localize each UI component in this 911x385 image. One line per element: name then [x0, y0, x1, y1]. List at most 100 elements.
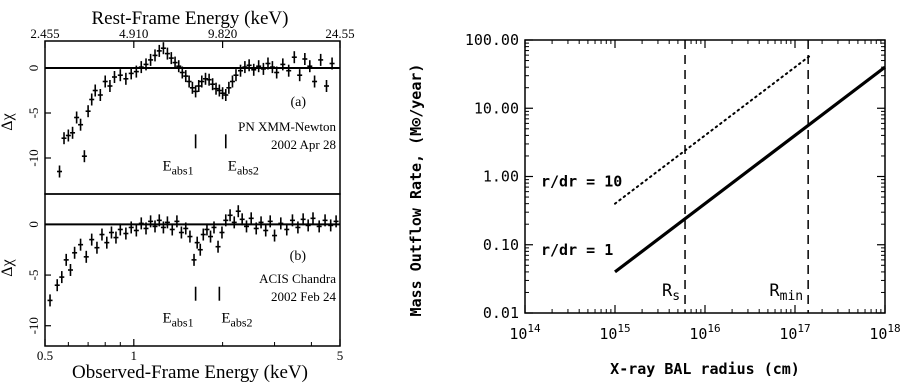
- data-point: [143, 222, 149, 235]
- data-point: [111, 71, 117, 83]
- data-point: [213, 82, 219, 95]
- data-point: [297, 69, 303, 82]
- data-point: [89, 233, 95, 246]
- bottom-tick-label: 0.5: [37, 348, 53, 363]
- right-series: [614, 54, 886, 274]
- data-point: [238, 64, 244, 77]
- x-tick-label: 1014: [509, 322, 541, 343]
- data-point: [164, 47, 170, 60]
- bottom-axis-title: Observed-Frame Energy (keV): [72, 362, 308, 383]
- top-tick-label: 9.820: [208, 26, 237, 41]
- data-point: [223, 89, 229, 101]
- data-point: [227, 209, 233, 222]
- data-point: [312, 75, 318, 88]
- data-point: [143, 58, 149, 71]
- data-point: [229, 75, 235, 88]
- data-point: [233, 69, 239, 82]
- data-point: [67, 264, 73, 276]
- y-tick-label: 100.00: [465, 31, 519, 49]
- data-point: [265, 57, 271, 70]
- data-point: [242, 61, 248, 74]
- data-point: [322, 214, 328, 227]
- series-line: [614, 54, 812, 205]
- panel-b-yticks: 0 -5 -10: [26, 221, 51, 334]
- panel-a-date: 2002 Apr 28: [271, 137, 336, 152]
- data-point: [164, 216, 170, 229]
- data-point: [148, 53, 154, 66]
- data-point: [187, 230, 193, 243]
- data-point: [160, 42, 166, 55]
- data-point: [78, 118, 84, 131]
- data-point: [235, 205, 241, 218]
- data-point: [274, 66, 280, 79]
- top-tick-label: 4.910: [119, 26, 148, 41]
- data-point: [291, 51, 297, 64]
- panel-b-frame: [44, 193, 341, 347]
- data-point: [256, 60, 262, 73]
- absorption-label: Eabs1: [162, 158, 193, 177]
- data-point: [59, 271, 65, 284]
- data-point: [286, 64, 292, 77]
- series-label: r/dr = 1: [541, 241, 613, 259]
- data-point: [329, 57, 335, 70]
- data-point: [200, 228, 206, 241]
- data-point: [260, 62, 266, 75]
- y-tick-label: -10: [26, 149, 41, 166]
- left-chart: Rest-Frame Energy (keV) 2.455 4.910 9.820 2…: [0, 8, 355, 383]
- top-tick-label: 2.455: [30, 26, 59, 41]
- data-point: [305, 219, 311, 232]
- data-point: [183, 70, 189, 83]
- y-tick-label: -5: [26, 270, 41, 281]
- data-point: [310, 212, 316, 225]
- x-tick-label: 1016: [689, 322, 720, 343]
- data-point: [160, 221, 166, 234]
- panel-b: 0 -5 -10 Δχ Eabs1 Eabs2 (b) ACIS Chandra 20…: [0, 193, 341, 347]
- data-point: [123, 72, 129, 85]
- panel-a: 0 -5 -10 Δχ Eabs1 Eabs2 (a) PN XMM-Newton 2…: [0, 40, 341, 195]
- y-tick-label: 10.00: [474, 99, 519, 117]
- data-point: [70, 126, 76, 139]
- data-point: [81, 150, 87, 163]
- data-point: [328, 219, 334, 232]
- data-point: [246, 59, 252, 72]
- data-point: [54, 279, 60, 292]
- y-tick-label: 0.01: [483, 304, 519, 322]
- series-label: r/dr = 10: [541, 173, 622, 191]
- data-point: [85, 105, 91, 118]
- right-axis-ticks: 1014 1015 1016 1017 1018 100.00 10.00 1.00 0.10 0…: [465, 31, 901, 343]
- panel-b-date: 2002 Feb 24: [271, 289, 337, 304]
- data-point: [57, 165, 63, 178]
- data-point: [156, 214, 162, 227]
- data-point: [211, 221, 217, 234]
- top-axis-ticks: 2.455 4.910 9.820 24.55: [30, 26, 355, 48]
- data-point: [133, 224, 139, 237]
- panel-b-instrument: ACIS Chandra: [259, 271, 336, 286]
- data-point: [204, 223, 210, 236]
- data-point: [65, 129, 71, 142]
- data-point: [333, 215, 339, 228]
- data-point: [199, 75, 205, 88]
- y-tick-label: -10: [26, 317, 41, 334]
- data-point: [280, 58, 286, 71]
- data-point: [206, 73, 212, 86]
- data-point: [152, 49, 158, 62]
- x-tick-label: 1017: [779, 322, 810, 343]
- data-point: [168, 52, 174, 65]
- top-tick-label: 24.55: [325, 26, 354, 41]
- panel-b-absorption-markers: Eabs1 Eabs2: [162, 286, 253, 330]
- data-point: [74, 111, 80, 124]
- panel-a-ylabel: Δχ: [0, 112, 16, 130]
- data-point: [138, 61, 144, 74]
- data-point: [156, 44, 162, 57]
- data-point: [107, 80, 113, 92]
- data-point: [176, 60, 182, 73]
- data-point: [179, 66, 185, 79]
- absorption-label: Eabs2: [221, 311, 252, 330]
- bottom-tick-label: 5: [337, 348, 344, 363]
- data-point: [253, 222, 259, 235]
- data-point: [123, 227, 129, 240]
- data-point: [215, 240, 221, 253]
- data-point: [300, 213, 306, 226]
- right-series-labels: r/dr = 10 r/dr = 1: [541, 173, 622, 259]
- data-point: [216, 84, 222, 97]
